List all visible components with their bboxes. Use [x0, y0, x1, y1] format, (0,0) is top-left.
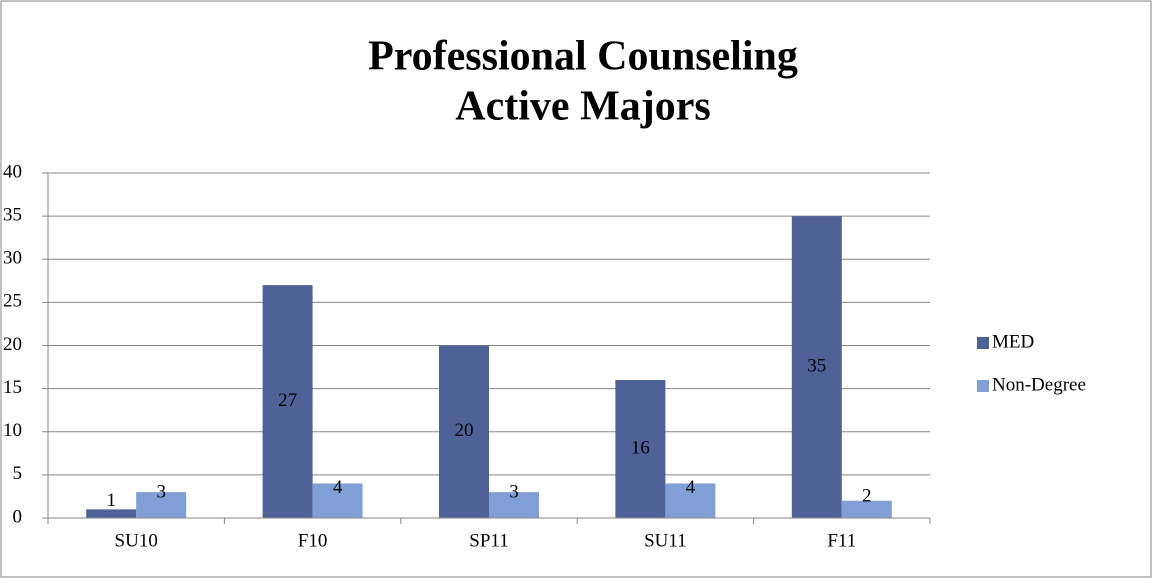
legend-swatch: [977, 337, 989, 349]
y-tick-label: 15: [3, 377, 22, 398]
data-label: 16: [631, 437, 650, 458]
data-label: 4: [333, 477, 343, 498]
y-tick-label: 25: [3, 291, 22, 312]
bar: [791, 216, 842, 518]
x-tick-label: SU10: [115, 530, 158, 551]
data-label: 35: [807, 355, 826, 376]
x-tick-label: F11: [827, 530, 856, 551]
legend-label: MED: [992, 331, 1034, 352]
chart-title: Active Majors: [455, 84, 710, 130]
y-tick-label: 5: [13, 463, 23, 484]
x-tick-label: SU11: [644, 530, 687, 551]
bar: [615, 380, 666, 518]
bar: [86, 509, 137, 518]
data-label: 27: [278, 390, 297, 411]
bar: [312, 483, 363, 518]
bar: [841, 500, 892, 518]
bar: [136, 492, 187, 518]
y-tick-label: 40: [3, 161, 22, 182]
chart-title: Professional Counseling: [368, 34, 798, 80]
x-tick-label: F10: [298, 530, 328, 551]
data-label: 20: [455, 420, 474, 441]
bar: [262, 285, 313, 518]
data-label: 3: [156, 481, 166, 502]
y-tick-label: 10: [3, 420, 22, 441]
bar: [489, 492, 539, 518]
y-tick-label: 30: [3, 248, 22, 269]
bar: [439, 345, 489, 518]
data-label: 1: [106, 490, 116, 511]
legend-swatch: [977, 380, 989, 392]
x-tick-label: SP11: [469, 530, 508, 551]
y-tick-label: 20: [3, 334, 22, 355]
legend-label: Non-Degree: [992, 374, 1086, 395]
bar: [665, 483, 716, 518]
data-label: 2: [862, 486, 872, 507]
y-tick-label: 35: [3, 204, 22, 225]
y-tick-label: 0: [13, 506, 23, 527]
data-label: 4: [686, 477, 696, 498]
data-label: 3: [509, 481, 519, 502]
